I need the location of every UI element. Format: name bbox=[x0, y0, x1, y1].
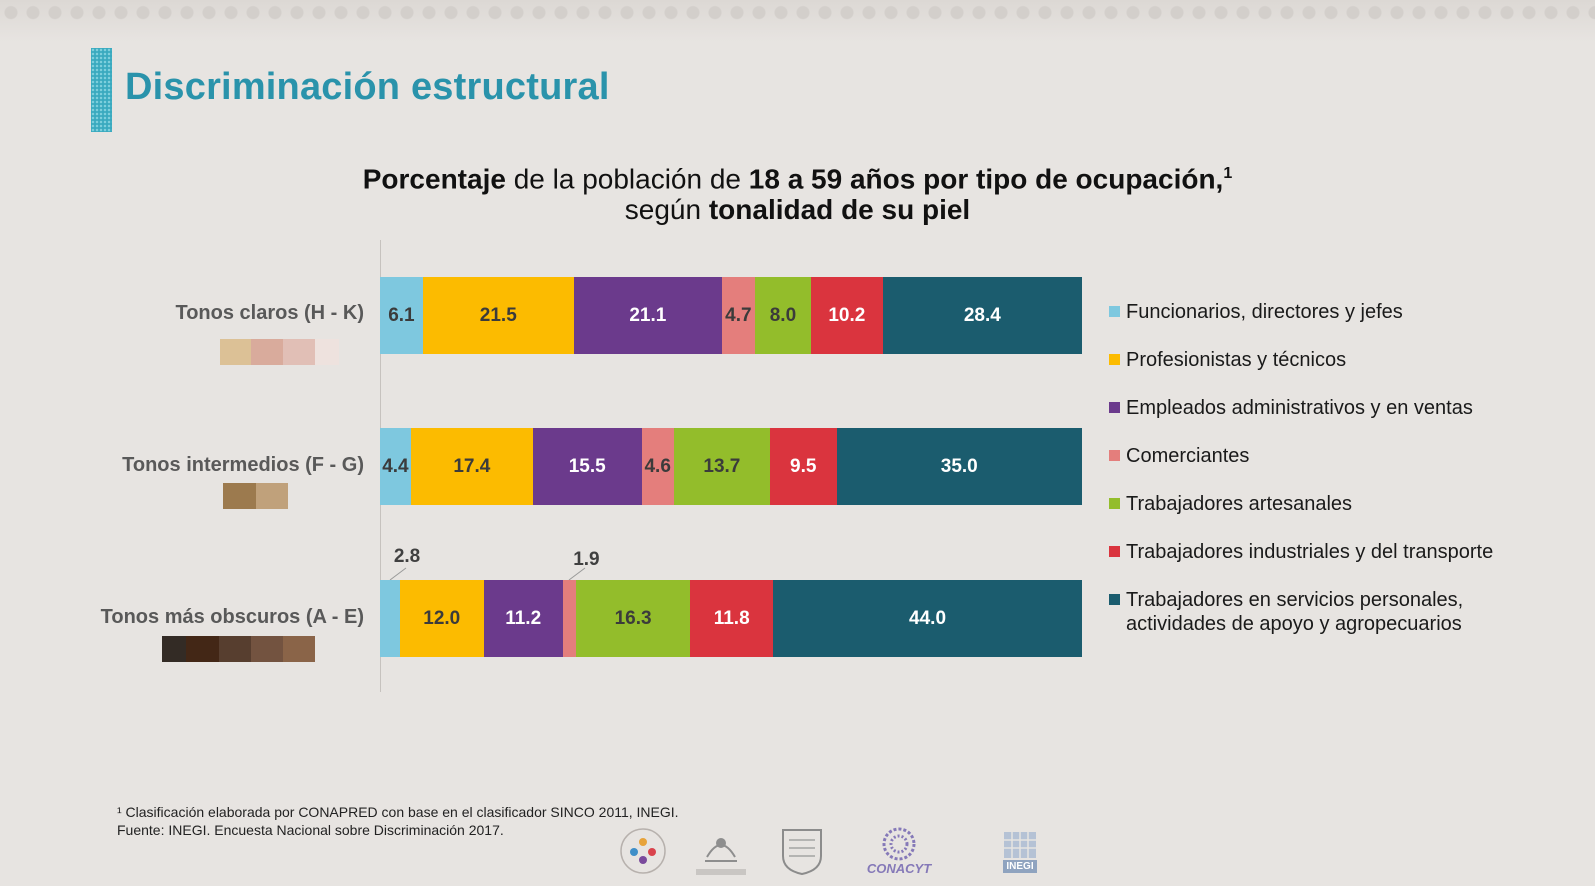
bar-segment-artesanales: 8.0 bbox=[754, 277, 812, 354]
skin-tone-swatch bbox=[283, 339, 315, 365]
bar-segment-profesionistas: 12.0 bbox=[399, 580, 484, 657]
skin-tone-swatch bbox=[251, 339, 283, 365]
callout-leader-line bbox=[568, 567, 586, 581]
skin-tone-swatch bbox=[220, 339, 251, 365]
skin-tone-swatches bbox=[220, 339, 339, 365]
skin-tone-swatch bbox=[186, 636, 219, 662]
inegi-wordmark: INEGI bbox=[1003, 859, 1037, 873]
legend-label: Profesionistas y técnicos bbox=[1126, 349, 1347, 371]
bar-segment-artesanales: 16.3 bbox=[575, 580, 691, 657]
conapred-logo bbox=[617, 822, 669, 880]
cndh-logo bbox=[693, 822, 749, 880]
conacyt-emblem-icon bbox=[882, 827, 916, 860]
bar-segment-funcionarios bbox=[380, 580, 400, 657]
skin-tone-swatch bbox=[256, 483, 288, 509]
skin-tone-swatches bbox=[223, 483, 288, 509]
chart-title-line-2-run-0: según bbox=[624, 194, 709, 225]
legend-item-industriales: Trabajadores industriales y del transpor… bbox=[1109, 540, 1493, 564]
skin-tone-swatch bbox=[162, 636, 186, 662]
legend-label-line: Trabajadores en servicios personales, bbox=[1126, 589, 1464, 611]
legend-swatch bbox=[1109, 498, 1120, 509]
bar-segment-comerciantes: 4.7 bbox=[721, 277, 755, 354]
legend-item-artesanales: Trabajadores artesanales bbox=[1109, 492, 1352, 516]
bar-segment-funcionarios: 6.1 bbox=[380, 277, 423, 354]
legend-label: Empleados administrativos y en ventas bbox=[1126, 397, 1473, 419]
bar-segment-empleados: 11.2 bbox=[483, 580, 563, 657]
unam-logo bbox=[777, 822, 827, 880]
data-label-callout: 1.9 bbox=[573, 549, 600, 570]
chart-title-line-2: según tonalidad de su piel bbox=[0, 192, 1595, 228]
bar-segment-comerciantes: 4.6 bbox=[641, 428, 674, 505]
legend-label: Trabajadores en servicios personales, act… bbox=[1126, 588, 1463, 636]
top-decorative-border bbox=[0, 0, 1595, 42]
bar-segment-industriales: 9.5 bbox=[769, 428, 837, 505]
inegi-logo: INEGI bbox=[977, 822, 1063, 880]
bar-segment-profesionistas: 21.5 bbox=[422, 277, 574, 354]
conacyt-wordmark: CONACYT bbox=[866, 860, 932, 876]
bar-segment-artesanales: 13.7 bbox=[673, 428, 770, 505]
chart-title-line-1-run-2: 18 a 59 años por tipo de ocupación, bbox=[748, 163, 1224, 195]
legend-label: Trabajadores industriales y del transpor… bbox=[1126, 541, 1494, 563]
bar-segment-servicios: 35.0 bbox=[836, 428, 1082, 505]
skin-tone-swatch bbox=[283, 636, 315, 662]
legend-swatch bbox=[1109, 354, 1120, 365]
chart-title-line-1-run-1: de la población de bbox=[505, 163, 749, 195]
skin-tone-swatch bbox=[251, 636, 283, 662]
category-label: Tonos más obscuros (A - E) bbox=[100, 606, 364, 628]
legend-item-empleados: Empleados administrativos y en ventas bbox=[1109, 396, 1473, 420]
chart-title-line-1: Porcentaje de la población de 18 a 59 añ… bbox=[0, 156, 1595, 197]
legend-swatch bbox=[1109, 546, 1120, 557]
bar-segment-servicios: 44.0 bbox=[773, 580, 1082, 657]
footnote-classification: ¹ Clasificación elaborada por CONAPRED c… bbox=[117, 804, 679, 820]
legend-label: Comerciantes bbox=[1126, 445, 1250, 467]
bar-segment-industriales: 11.8 bbox=[690, 580, 774, 657]
conapred-logo-icon bbox=[620, 828, 666, 874]
chart-title-line-2-run-1: tonalidad de su piel bbox=[708, 194, 971, 225]
cndh-logo-icon bbox=[705, 838, 737, 862]
bar-segment-empleados: 21.1 bbox=[573, 277, 722, 354]
bar-segment-profesionistas: 17.4 bbox=[410, 428, 533, 505]
bar-segment-funcionarios: 4.4 bbox=[380, 428, 411, 505]
page-title: Discriminación estructural bbox=[125, 66, 610, 108]
chart-title-line-1-run-0: Porcentaje bbox=[362, 163, 506, 195]
legend-item-funcionarios: Funcionarios, directores y jefes bbox=[1109, 300, 1403, 324]
bar-segment-servicios: 28.4 bbox=[882, 277, 1082, 354]
legend-item-comerciantes: Comerciantes bbox=[1109, 444, 1249, 468]
skin-tone-swatch bbox=[219, 636, 251, 662]
legend-swatch bbox=[1109, 402, 1120, 413]
bar-segment-comerciantes bbox=[562, 580, 576, 657]
footnote-source: Fuente: INEGI. Encuesta Nacional sobre D… bbox=[117, 822, 504, 838]
category-label: Tonos claros (H - K) bbox=[175, 302, 364, 324]
title-accent-bar bbox=[91, 48, 112, 132]
legend-label: Trabajadores artesanales bbox=[1126, 493, 1353, 515]
legend-label: Funcionarios, directores y jefes bbox=[1126, 301, 1403, 323]
legend-swatch bbox=[1109, 306, 1120, 317]
unam-shield-icon bbox=[782, 829, 822, 876]
data-label-callout: 2.8 bbox=[393, 546, 421, 567]
legend-label-line: actividades de apoyo y agropecuarios bbox=[1126, 613, 1462, 635]
cndh-caption-bar bbox=[696, 869, 746, 875]
legend-item-profesionistas: Profesionistas y técnicos bbox=[1109, 348, 1346, 372]
category-label: Tonos intermedios (F - G) bbox=[122, 454, 364, 476]
legend-swatch bbox=[1109, 450, 1120, 461]
chart-title-footnote-mark: 1 bbox=[1223, 165, 1233, 182]
skin-tone-swatch bbox=[223, 483, 256, 509]
skin-tone-swatches bbox=[162, 636, 315, 662]
legend-item-servicios: Trabajadores en servicios personales, act… bbox=[1109, 588, 1463, 636]
inegi-grid-icon bbox=[1004, 831, 1036, 858]
legend-swatch bbox=[1109, 594, 1120, 605]
bar-segment-empleados: 15.5 bbox=[532, 428, 642, 505]
conacyt-logo: CONACYT bbox=[851, 822, 947, 880]
skin-tone-swatch bbox=[315, 339, 339, 365]
callout-leader-line bbox=[389, 567, 407, 581]
bar-segment-industriales: 10.2 bbox=[811, 277, 883, 354]
